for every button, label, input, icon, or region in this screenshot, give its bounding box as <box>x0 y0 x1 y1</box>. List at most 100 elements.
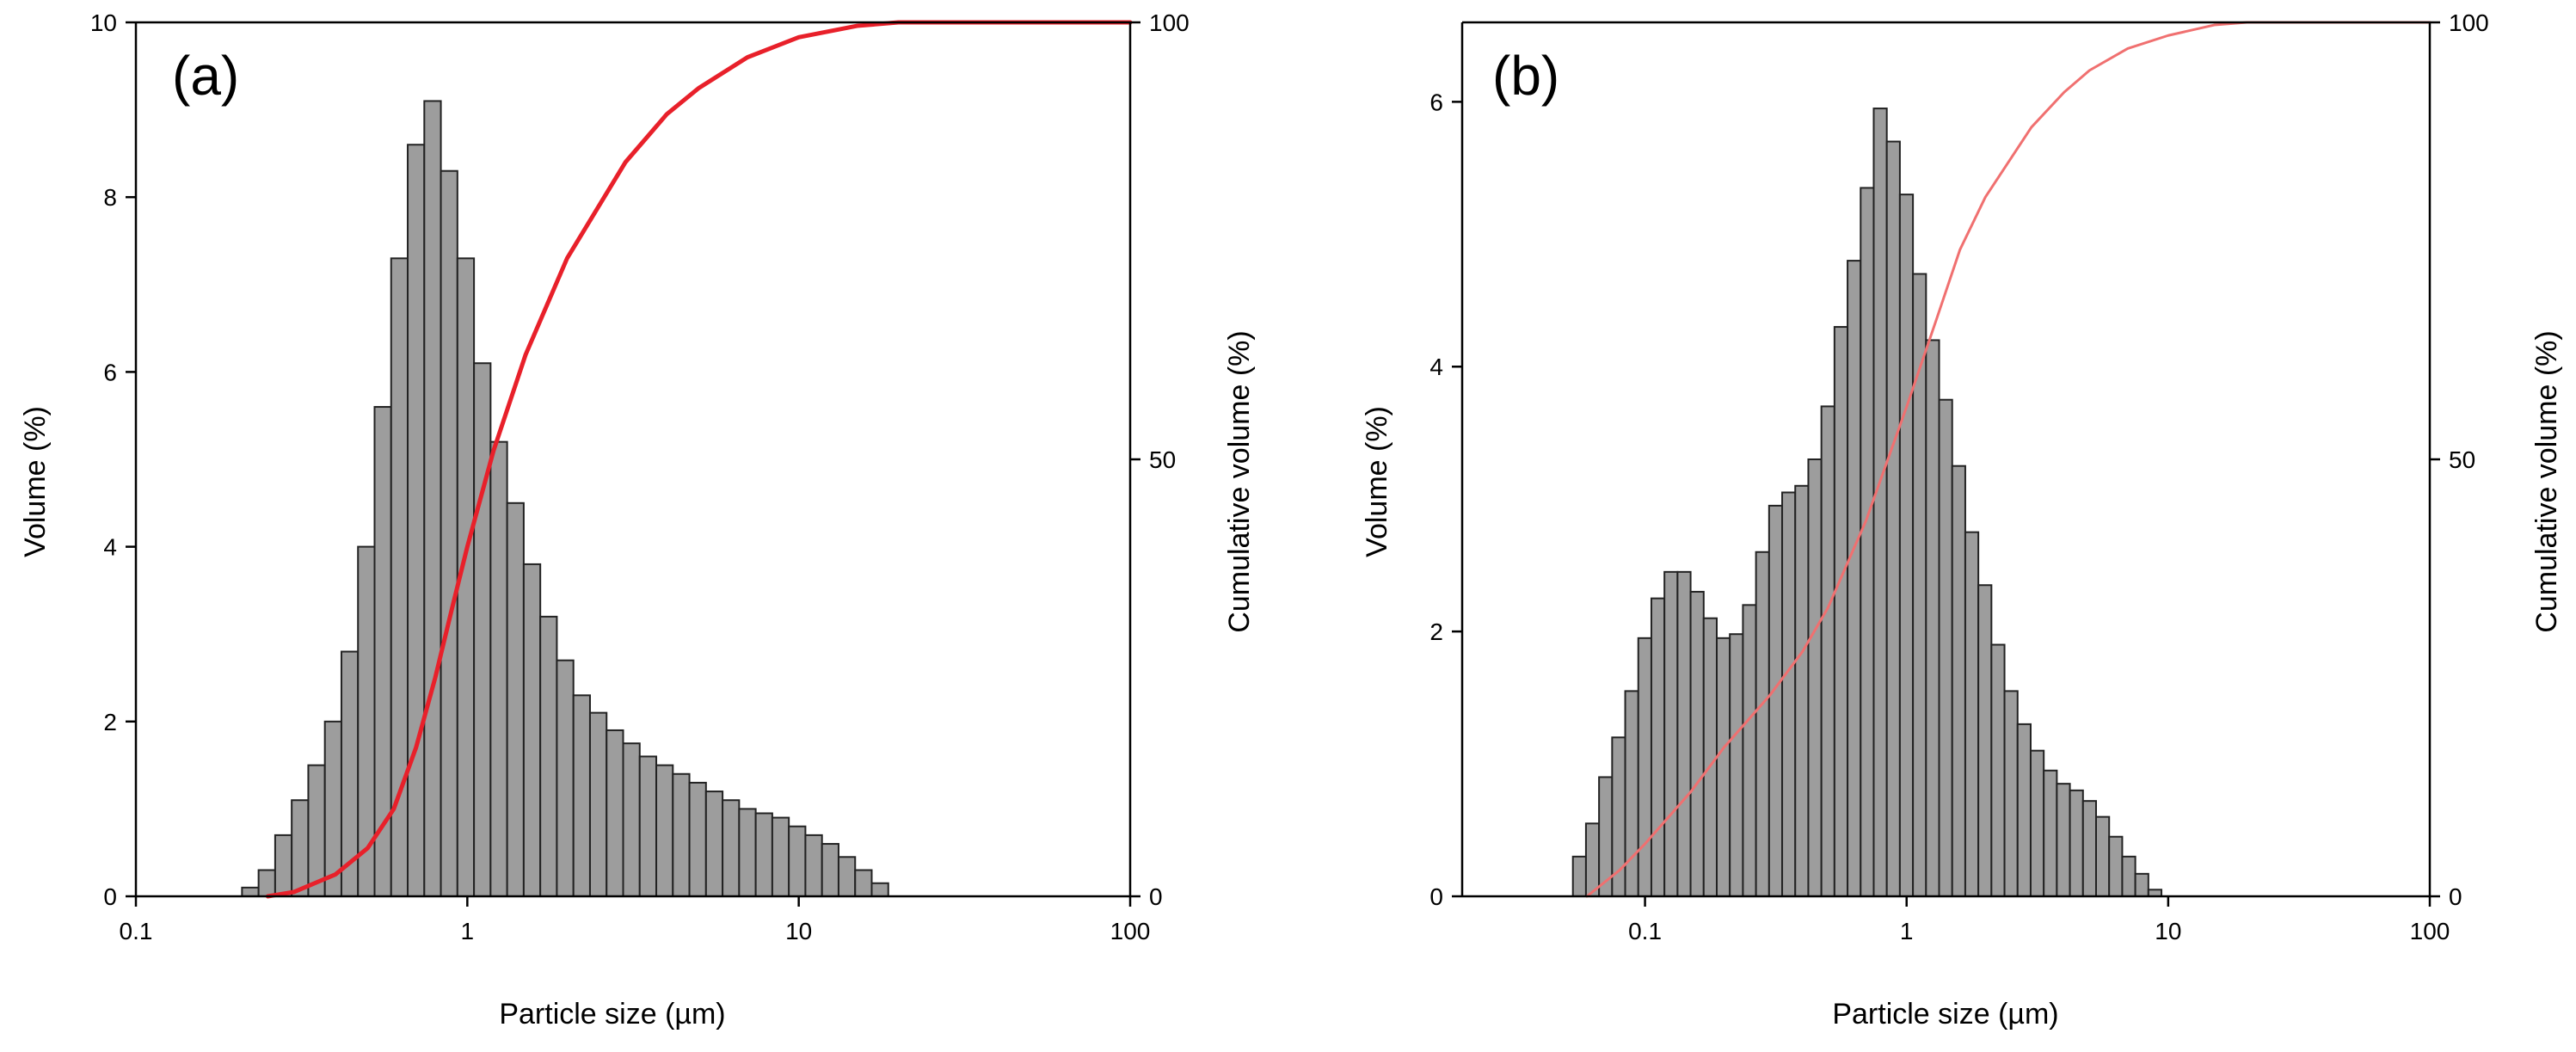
panel-b: (b) Volume (%) Cumulative volume (%) Par… <box>1361 9 2563 1030</box>
panel-a-x-tick-label: 0.1 <box>120 918 153 944</box>
panel-b-x-tick-label: 1 <box>1900 918 1914 944</box>
panel-b-bar <box>1807 458 1823 897</box>
panel-b-bar <box>2134 872 2149 898</box>
panel-a-bar <box>688 781 707 897</box>
panel-b-bar <box>1702 617 1718 897</box>
panel-b-bar <box>2069 789 2084 897</box>
panel-a-x-tick-label: 1 <box>461 918 475 944</box>
panel-b-x-tick-label: 0.1 <box>1628 918 1662 944</box>
panel-b-y-tick-label: 2 <box>1429 618 1443 645</box>
panel-b-y2-tick-label: 100 <box>2449 9 2489 36</box>
panel-b-bar <box>1742 604 1757 898</box>
panel-b-bar <box>1729 633 1744 897</box>
panel-a-bar <box>606 729 624 898</box>
panel-b-bar <box>1938 398 1953 898</box>
panel-b-bar <box>1820 405 1835 898</box>
panel-a-bar <box>754 812 773 897</box>
panel-a-y2-tick-label: 0 <box>1149 883 1163 910</box>
panel-b-bar <box>1716 637 1731 897</box>
panel-a-y-tick-label: 6 <box>103 359 117 385</box>
panel-a-bar <box>622 742 641 898</box>
panel-a-y-tick-label: 10 <box>90 9 117 36</box>
panel-b-bar <box>1755 551 1770 897</box>
panel-b-y-tick-label: 0 <box>1429 883 1443 910</box>
panel-a-bar <box>423 100 442 897</box>
panel-a-bar <box>854 869 873 898</box>
panel-a-y-axis-title: Volume (%) <box>19 406 52 557</box>
panel-a-x-axis-title: Particle size (µm) <box>499 998 725 1030</box>
panel-b-bar <box>2029 749 2045 897</box>
panel-a-bar <box>870 882 889 898</box>
panel-b-bar <box>1860 187 1875 898</box>
panel-a-bar <box>837 856 857 898</box>
panel-a-y2-tick-label: 50 <box>1149 446 1176 473</box>
panel-a-bar <box>572 694 591 897</box>
panel-b-bar <box>1951 464 1966 897</box>
panel-b-bar <box>2108 835 2124 897</box>
panel-b-bar <box>1676 570 1692 897</box>
panel-a-bar <box>506 501 525 897</box>
panel-b-bar <box>1650 597 1666 897</box>
panel-b-bar <box>2095 815 2111 898</box>
panel-b-y2-axis-title: Cumulative volume (%) <box>2530 330 2563 632</box>
panel-b-bar <box>1990 643 2006 898</box>
panel-a-y-tick-label: 2 <box>103 709 117 735</box>
panel-b-x-tick-label: 10 <box>2155 918 2181 944</box>
panel-b-bar <box>2016 723 2032 897</box>
panel-a-bar <box>489 440 508 897</box>
panel-b-bar <box>1847 260 1862 897</box>
panel-a-bar <box>539 615 558 897</box>
panel-b-bar <box>1624 690 1639 898</box>
panel-b-x-axis-title: Particle size (µm) <box>1832 998 2058 1030</box>
panel-a-bar <box>722 799 741 897</box>
panel-b-bar <box>1925 339 1940 897</box>
panel-b-bar <box>1833 326 1849 897</box>
panel-a-bar <box>241 886 260 897</box>
panel-a-bar <box>771 816 790 897</box>
panel-a-bar <box>655 764 674 897</box>
panel-a-bar <box>390 257 409 897</box>
panel-a-bar <box>307 764 326 897</box>
panel-a-bar <box>473 362 492 897</box>
panel-b-cumulative-line <box>1585 21 2432 898</box>
panel-b-bar <box>1571 855 1587 898</box>
panel-a-bar <box>738 808 757 898</box>
panel-a-bar <box>522 563 542 897</box>
panel-b-y-tick-label: 6 <box>1429 89 1443 115</box>
panel-b-bar <box>1898 194 1915 897</box>
panel-a-bar <box>407 144 426 898</box>
panel-b-bar <box>1689 590 1705 897</box>
panel-a: (a) Volume (%) Cumulative volume (%) Par… <box>19 9 1256 1030</box>
panel-b-bar <box>1584 822 1601 898</box>
panel-b-bar <box>1794 484 1810 897</box>
panel-a-x-tick-label: 100 <box>1110 918 1151 944</box>
panel-a-bar <box>257 869 276 898</box>
panel-a-cumulative-line <box>265 20 1133 899</box>
panel-a-bar <box>556 659 575 897</box>
panel-a-bar <box>804 834 823 898</box>
panel-a-x-tick-label: 10 <box>785 918 812 944</box>
panel-b-bar <box>2043 769 2058 898</box>
panel-a-bar <box>588 711 608 898</box>
panel-a-bar <box>788 825 807 897</box>
panel-b-x-tick-label: 100 <box>2410 918 2450 944</box>
panel-b-bar <box>1663 570 1679 897</box>
panel-a-y-tick-label: 0 <box>103 883 117 910</box>
panel-a-bar <box>440 169 458 898</box>
panel-a-bar <box>821 843 839 897</box>
panel-a-y-tick-label: 4 <box>103 534 117 561</box>
panel-a-y2-axis-title: Cumulative volume (%) <box>1223 330 1256 632</box>
panel-a-label: (a) <box>172 45 239 107</box>
panel-b-bar <box>1768 504 1784 897</box>
panel-b-bar <box>1781 491 1797 897</box>
panel-b-bar <box>1977 584 1993 897</box>
panel-a-y-tick-label: 8 <box>103 184 117 211</box>
panel-b-y-tick-label: 4 <box>1429 354 1443 380</box>
panel-a-bar <box>274 834 293 898</box>
panel-b-y2-tick-label: 0 <box>2449 883 2462 910</box>
panel-b-y2-tick-label: 50 <box>2449 446 2475 473</box>
panel-b-bar <box>2056 783 2071 898</box>
panel-b-y-axis-title: Volume (%) <box>1361 406 1393 557</box>
panel-a-bar <box>672 772 691 898</box>
